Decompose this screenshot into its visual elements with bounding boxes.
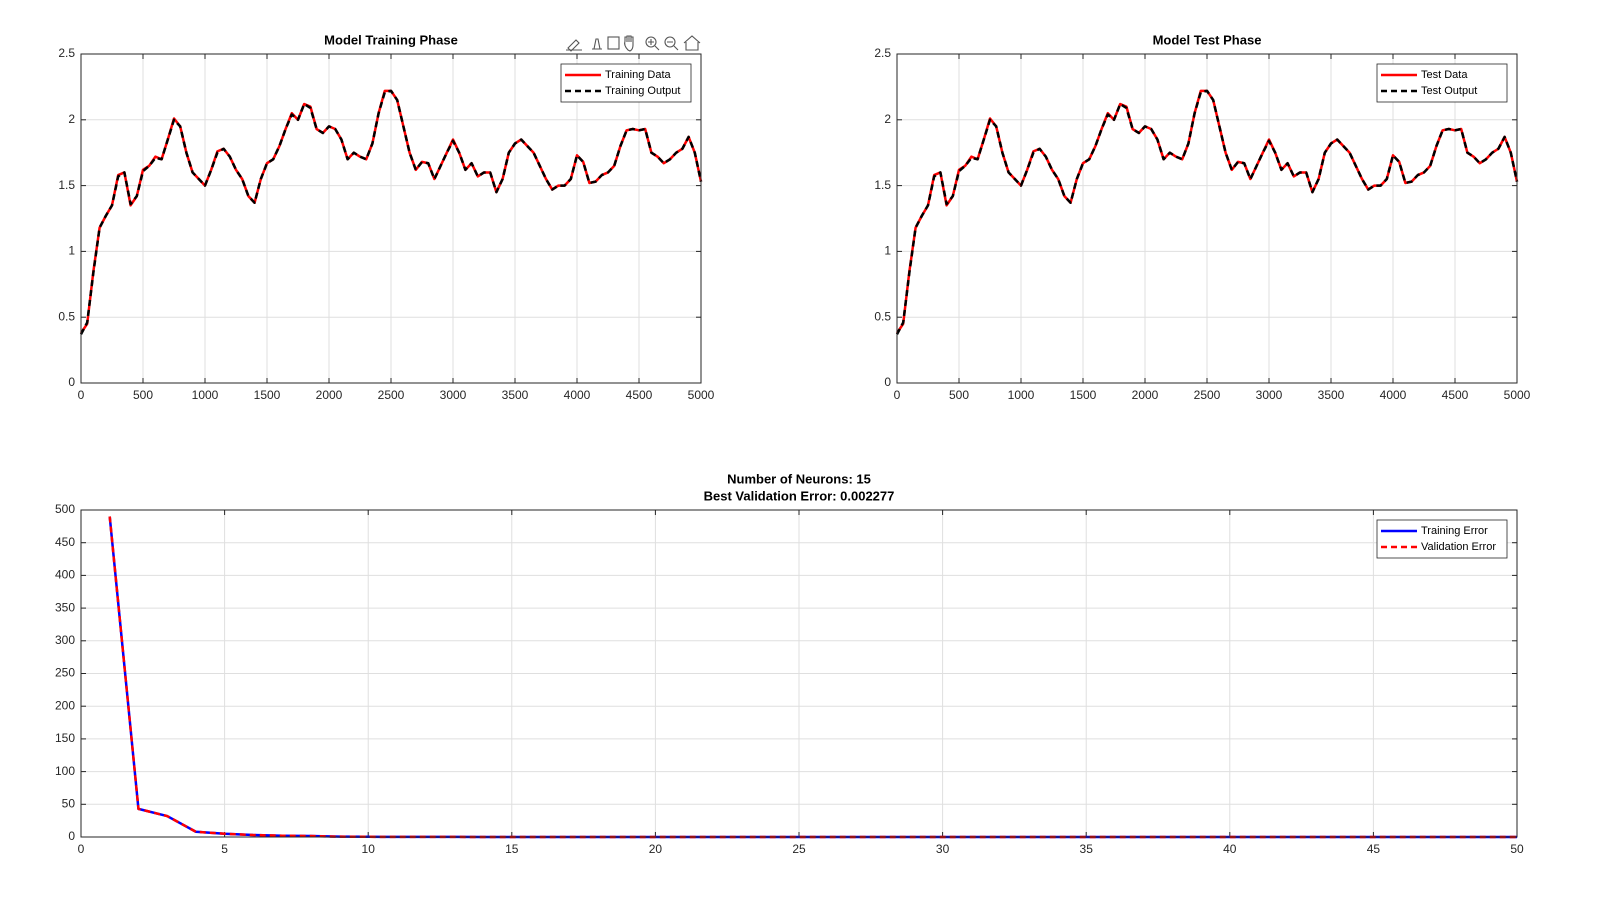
x-tick-label: 5000 — [688, 388, 715, 402]
x-tick-label: 0 — [78, 388, 85, 402]
x-tick-label: 10 — [362, 842, 376, 856]
x-tick-label: 2500 — [1194, 388, 1221, 402]
x-tick-label: 0 — [894, 388, 901, 402]
legend: Training Data Training Output — [560, 63, 692, 103]
x-tick-label: 4500 — [626, 388, 653, 402]
axes: 0 0.5 1 1.5 2 2.5 0 500 1000 1500 2000 2500 3000 3500… — [58, 32, 714, 402]
legend-label: Validation Error — [1421, 541, 1496, 553]
axes-toolbar — [566, 35, 701, 52]
y-tick-label: 300 — [55, 633, 75, 647]
axes-frame — [896, 53, 1518, 384]
y-tick-label: 0.5 — [874, 309, 891, 323]
y-tick-label: 500 — [55, 502, 75, 516]
x-tick-label: 3000 — [440, 388, 467, 402]
x-tick-label: 0 — [78, 842, 85, 856]
chart-title: Best Validation Error: 0.002277 — [704, 488, 895, 503]
y-tick-label: 1.5 — [874, 178, 891, 192]
x-tick-label: 2000 — [1132, 388, 1159, 402]
x-tick-label: 1000 — [192, 388, 219, 402]
y-tick-label: 100 — [55, 764, 75, 778]
chart-title: Model Training Phase — [324, 32, 458, 47]
legend: Test Data Test Output — [1376, 63, 1508, 103]
y-tick-label: 1.5 — [58, 178, 75, 192]
x-tick-label: 1000 — [1008, 388, 1035, 402]
datatip-icon[interactable] — [592, 38, 602, 50]
legend-box — [1376, 519, 1508, 559]
y-tick-label: 50 — [62, 796, 76, 810]
legend-label: Training Data — [605, 69, 672, 81]
y-tick-label: 2 — [884, 112, 891, 126]
x-tick-label: 2000 — [316, 388, 343, 402]
legend-label: Test Output — [1421, 85, 1477, 97]
x-tick-label: 3500 — [1318, 388, 1345, 402]
x-tick-label: 15 — [505, 842, 519, 856]
brush-icon[interactable] — [566, 39, 582, 52]
x-tick-label: 5 — [221, 842, 228, 856]
chart-title: Model Test Phase — [1153, 32, 1262, 47]
x-tick-label: 45 — [1367, 842, 1381, 856]
x-tick-label: 5000 — [1504, 388, 1531, 402]
y-tick-label: 400 — [55, 568, 75, 582]
x-tick-label: 500 — [133, 388, 153, 402]
x-tick-label: 2500 — [378, 388, 405, 402]
axes-frame — [80, 53, 702, 384]
x-tick-label: 3000 — [1256, 388, 1283, 402]
x-tick-label: 50 — [1510, 842, 1524, 856]
y-tick-label: 1 — [68, 244, 75, 258]
y-tick-label: 250 — [55, 666, 75, 680]
legend-box — [560, 63, 692, 103]
y-tick-label: 0 — [68, 375, 75, 389]
x-tick-label: 4500 — [1442, 388, 1469, 402]
chart-title: Number of Neurons: 15 — [727, 471, 871, 486]
y-tick-label: 450 — [55, 535, 75, 549]
pan-icon[interactable] — [624, 35, 634, 52]
y-tick-label: 200 — [55, 698, 75, 712]
y-tick-label: 150 — [55, 731, 75, 745]
x-tick-label: 1500 — [254, 388, 281, 402]
axes: 0 50 100 150 200 250 300 350 400 450 500 0 5 10 15 20 25… — [55, 471, 1524, 856]
x-tick-label: 25 — [792, 842, 806, 856]
x-tick-label: 4000 — [564, 388, 591, 402]
legend: Training Error Validation Error — [1376, 519, 1508, 559]
axes-frame — [80, 509, 1518, 838]
legend-box — [1376, 63, 1508, 103]
zoom-out-icon[interactable] — [664, 36, 676, 48]
y-tick-label: 0 — [884, 375, 891, 389]
y-tick-label: 1 — [884, 244, 891, 258]
y-tick-label: 350 — [55, 600, 75, 614]
series-line — [79, 89, 703, 335]
home-icon[interactable] — [683, 35, 701, 51]
y-tick-label: 0.5 — [58, 309, 75, 323]
x-tick-label: 35 — [1080, 842, 1094, 856]
y-tick-label: 2.5 — [58, 46, 75, 60]
y-tick-label: 2.5 — [874, 46, 891, 60]
legend-label: Training Error — [1421, 525, 1488, 537]
export-icon[interactable] — [607, 36, 620, 50]
legend-label: Test Data — [1421, 69, 1468, 81]
x-tick-label: 20 — [649, 842, 663, 856]
legend-label: Training Output — [605, 85, 680, 97]
series-line — [895, 89, 1519, 335]
x-tick-label: 3500 — [502, 388, 529, 402]
x-tick-label: 40 — [1223, 842, 1237, 856]
axes: 0 0.5 1 1.5 2 2.5 0 500 1000 1500 2000 2500 3000 3500… — [874, 32, 1530, 402]
y-tick-label: 2 — [68, 112, 75, 126]
x-tick-label: 30 — [936, 842, 950, 856]
x-tick-label: 500 — [949, 388, 969, 402]
zoom-in-icon[interactable] — [645, 36, 657, 48]
y-tick-label: 0 — [68, 829, 75, 843]
x-tick-label: 4000 — [1380, 388, 1407, 402]
x-tick-label: 1500 — [1070, 388, 1097, 402]
